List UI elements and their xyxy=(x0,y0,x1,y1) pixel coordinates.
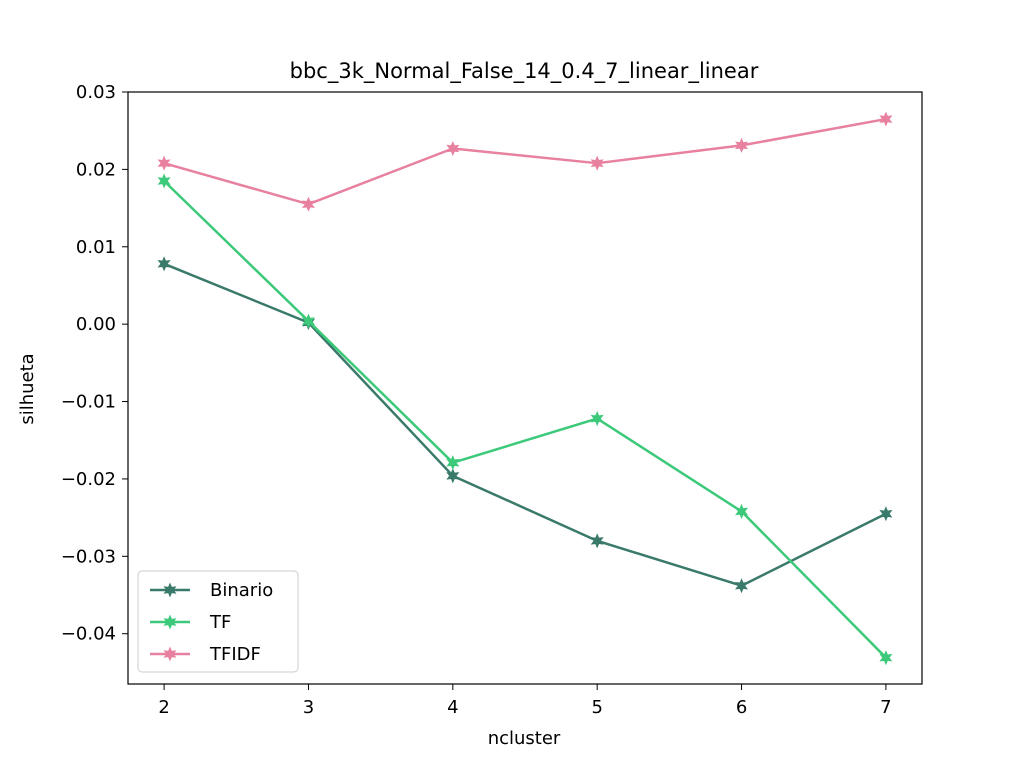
plot-area-frame xyxy=(127,91,923,685)
x-tick-label: 5 xyxy=(591,697,602,718)
legend: Binario TF TFIDF xyxy=(137,570,299,673)
plot-layer xyxy=(157,111,893,666)
data-point-tfidf xyxy=(590,155,604,171)
data-point-tfidf xyxy=(301,196,315,212)
data-point-tfidf xyxy=(446,140,460,157)
data-point-tf xyxy=(879,650,893,666)
series-line-tf xyxy=(163,180,887,659)
x-tick-label: 4 xyxy=(447,697,458,718)
y-tick-label: 0.00 xyxy=(76,314,116,335)
x-tick-label: 3 xyxy=(303,697,314,718)
data-point-tf xyxy=(590,411,604,427)
data-point-binario xyxy=(590,533,604,549)
data-point-tf xyxy=(301,313,315,329)
legend-marker-tfidf xyxy=(163,646,177,662)
data-point-binario xyxy=(879,506,893,522)
x-tick-label: 6 xyxy=(736,697,747,718)
y-tick-label: −0.01 xyxy=(61,392,116,413)
legend-label-tf: TF xyxy=(209,612,231,633)
series-tfidf xyxy=(157,111,893,212)
x-tick-label: 2 xyxy=(158,697,169,718)
series-line-tfidf xyxy=(163,117,887,206)
legend-marker-tf xyxy=(163,614,177,630)
data-point-binario xyxy=(446,468,460,484)
y-tick-label: 0.02 xyxy=(76,159,116,180)
y-tick-label: 0.03 xyxy=(76,82,116,103)
y-tick-label: −0.02 xyxy=(61,469,116,490)
data-point-binario xyxy=(735,578,749,594)
series-line-binario xyxy=(163,262,887,587)
y-tick-label: −0.04 xyxy=(61,624,116,645)
series-tf xyxy=(157,173,893,666)
data-point-tf xyxy=(735,503,749,519)
y-tick-label: −0.03 xyxy=(61,546,116,567)
data-point-tfidf xyxy=(157,155,171,171)
legend-marker-binario xyxy=(163,582,177,598)
legend-label-binario: Binario xyxy=(210,580,273,601)
data-point-tfidf xyxy=(735,137,749,153)
y-tick-label: 0.01 xyxy=(76,237,116,258)
data-point-tf xyxy=(157,173,171,189)
data-point-tf xyxy=(446,455,460,471)
legend-box xyxy=(137,570,299,673)
x-axis-label: ncluster xyxy=(488,728,561,749)
axis-ticks: 2 3 4 5 6 7 0.03 0.02 0.01 0.00 −0.01 −0.02 −0.03 −0.… xyxy=(61,82,892,718)
data-point-tfidf xyxy=(879,111,893,127)
chart-title: bbc_3k_Normal_False_14_0.4_7_linear_line… xyxy=(290,59,759,84)
data-point-binario xyxy=(157,256,171,272)
y-axis-label: silhueta xyxy=(17,353,38,424)
legend-label-tfidf: TFIDF xyxy=(209,644,261,665)
x-tick-label: 7 xyxy=(880,697,891,718)
